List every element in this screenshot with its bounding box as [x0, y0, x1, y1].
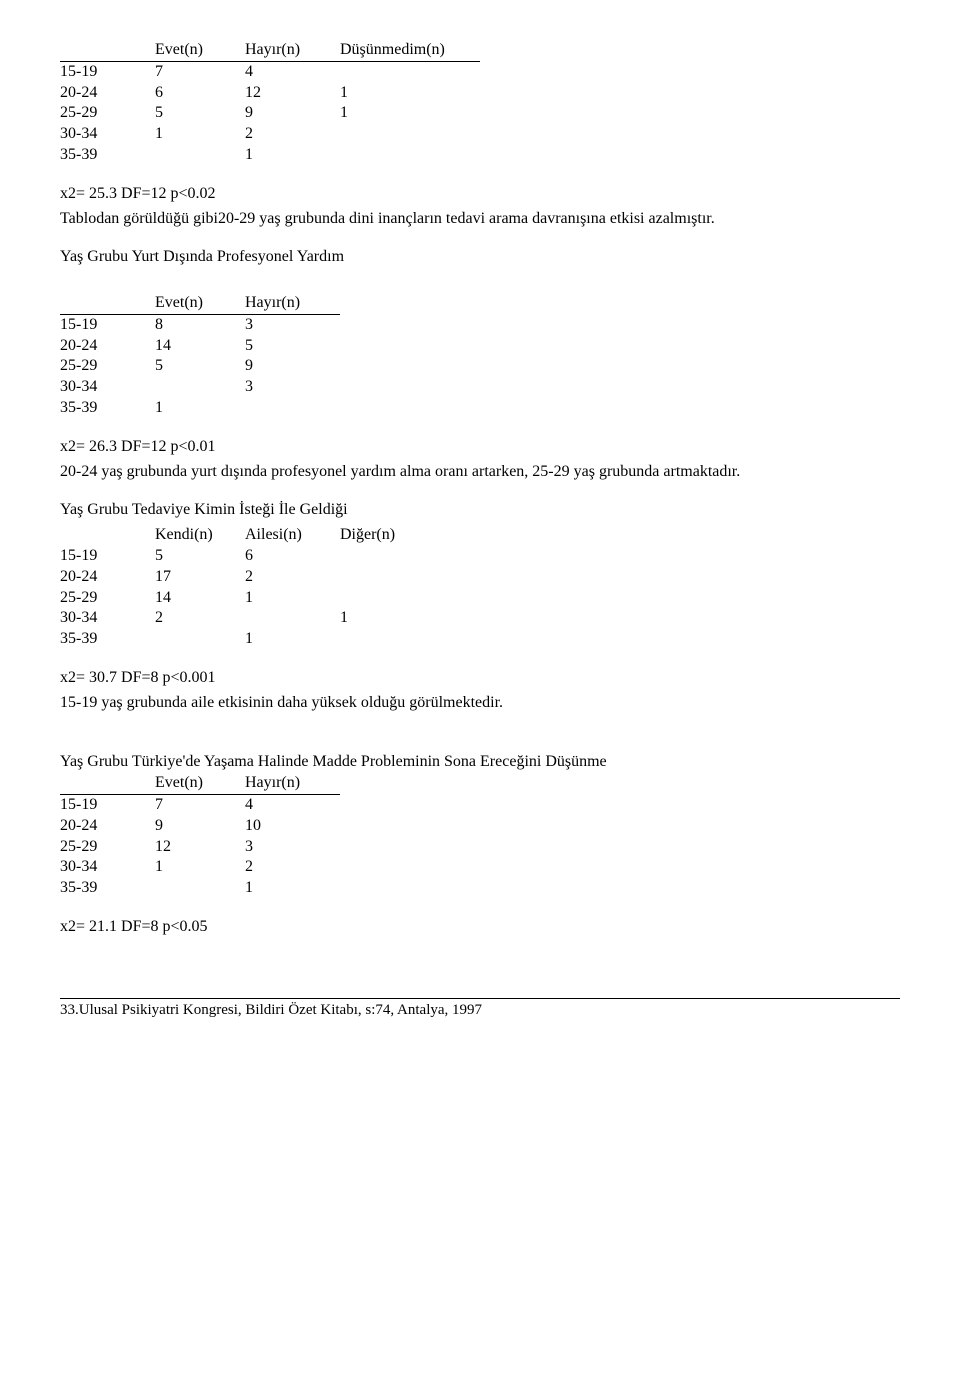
col-hayir: Hayır(n): [245, 293, 340, 314]
table-1-note: Tablodan görüldüğü gibi20-29 yaş grubund…: [60, 209, 900, 230]
col-age: [60, 40, 155, 61]
table-row: 20-24145: [60, 336, 340, 357]
col-dusunmedim: Düşünmedim(n): [340, 40, 480, 61]
table-2: Evet(n) Hayır(n) 15-1983 20-24145 25-295…: [60, 293, 340, 419]
table-1: Evet(n) Hayır(n) Düşünmedim(n) 15-1974 2…: [60, 40, 480, 166]
table-row: 15-1974: [60, 794, 340, 815]
col-age: [60, 293, 155, 314]
col-evet: Evet(n): [155, 293, 245, 314]
footer-citation: 33.Ulusal Psikiyatri Kongresi, Bildiri Ö…: [60, 999, 900, 1021]
col-age: [60, 525, 155, 546]
table-row: 35-391: [60, 398, 340, 419]
table-4-title: Yaş Grubu Türkiye'de Yaşama Halinde Madd…: [60, 752, 900, 773]
col-diger: Diğer(n): [340, 525, 480, 546]
table-3-note: 15-19 yaş grubunda aile etkisinin daha y…: [60, 693, 900, 714]
table-2-note: 20-24 yaş grubunda yurt dışında profesyo…: [60, 462, 900, 483]
table-row: 20-246121: [60, 83, 480, 104]
table-row: 25-29591: [60, 103, 480, 124]
table-3-title: Yaş Grubu Tedaviye Kimin İsteği İle Geld…: [60, 500, 900, 521]
table-3: Kendi(n) Ailesi(n) Diğer(n) 15-1956 20-2…: [60, 525, 480, 650]
table-row: 15-1956: [60, 546, 480, 567]
col-hayir: Hayır(n): [245, 773, 340, 794]
table-row: 15-1983: [60, 314, 340, 335]
table-row: 30-343: [60, 377, 340, 398]
table-row: 35-391: [60, 145, 480, 166]
table-1-header: Evet(n) Hayır(n) Düşünmedim(n): [60, 40, 480, 61]
table-row: 35-391: [60, 629, 480, 650]
table-4-stat: x2= 21.1 DF=8 p<0.05: [60, 917, 900, 938]
table-4: Evet(n) Hayır(n) 15-1974 20-24910 25-291…: [60, 773, 340, 899]
table-1-stat: x2= 25.3 DF=12 p<0.02: [60, 184, 900, 205]
table-row: 30-3412: [60, 857, 340, 878]
table-row: 25-29123: [60, 837, 340, 858]
table-row: 30-3421: [60, 608, 480, 629]
col-evet: Evet(n): [155, 773, 245, 794]
table-4-header: Evet(n) Hayır(n): [60, 773, 340, 794]
table-row: 15-1974: [60, 61, 480, 82]
col-ailesi: Ailesi(n): [245, 525, 340, 546]
table-row: 25-29141: [60, 588, 480, 609]
table-3-stat: x2= 30.7 DF=8 p<0.001: [60, 668, 900, 689]
table-row: 20-24172: [60, 567, 480, 588]
col-kendi: Kendi(n): [155, 525, 245, 546]
table-2-stat: x2= 26.3 DF=12 p<0.01: [60, 437, 900, 458]
col-hayir: Hayır(n): [245, 40, 340, 61]
table-2-header: Evet(n) Hayır(n): [60, 293, 340, 314]
col-age: [60, 773, 155, 794]
table-3-header: Kendi(n) Ailesi(n) Diğer(n): [60, 525, 480, 546]
table-2-title: Yaş Grubu Yurt Dışında Profesyonel Yardı…: [60, 247, 900, 268]
col-evet: Evet(n): [155, 40, 245, 61]
table-row: 35-391: [60, 878, 340, 899]
table-row: 30-3412: [60, 124, 480, 145]
table-row: 25-2959: [60, 356, 340, 377]
table-row: 20-24910: [60, 816, 340, 837]
